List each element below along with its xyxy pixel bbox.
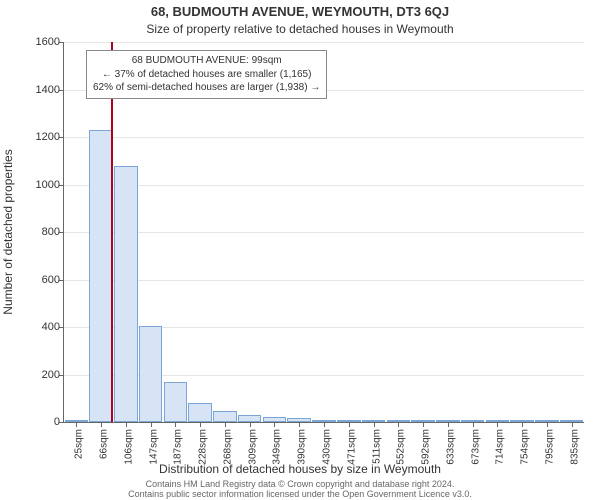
bar — [164, 382, 188, 422]
y-tick-label: 400 — [25, 321, 60, 333]
y-axis-label: Number of detached properties — [1, 149, 15, 314]
x-tick-mark — [76, 422, 77, 427]
x-tick-label: 511sqm — [371, 429, 382, 464]
y-tick-label: 1600 — [25, 36, 60, 48]
x-tick-mark — [151, 422, 152, 427]
x-tick-mark — [547, 422, 548, 427]
bar — [89, 130, 113, 422]
x-tick-mark — [572, 422, 573, 427]
x-tick-mark — [324, 422, 325, 427]
x-tick-label: 25sqm — [74, 429, 85, 459]
x-tick-label: 66sqm — [99, 429, 110, 459]
chart-subtitle: Size of property relative to detached ho… — [0, 22, 600, 36]
x-tick-mark — [473, 422, 474, 427]
x-tick-label: 268sqm — [222, 429, 233, 465]
x-tick-mark — [497, 422, 498, 427]
bar — [188, 403, 212, 422]
bars-group — [64, 42, 584, 422]
x-tick-label: 228sqm — [198, 429, 209, 465]
bar — [114, 166, 138, 423]
x-tick-mark — [448, 422, 449, 427]
chart-footer: Contains HM Land Registry data © Crown c… — [0, 480, 600, 500]
x-tick-label: 430sqm — [322, 429, 333, 465]
footer-line2: Contains public sector information licen… — [128, 489, 472, 499]
x-tick-mark — [126, 422, 127, 427]
reference-line — [111, 42, 113, 422]
x-tick-label: 795sqm — [544, 429, 555, 465]
x-tick-label: 714sqm — [495, 429, 506, 465]
chart-title: 68, BUDMOUTH AVENUE, WEYMOUTH, DT3 6QJ — [0, 4, 600, 19]
x-tick-mark — [398, 422, 399, 427]
x-tick-mark — [299, 422, 300, 427]
x-tick-mark — [374, 422, 375, 427]
x-tick-label: 592sqm — [421, 429, 432, 465]
annotation-line1: 68 BUDMOUTH AVENUE: 99sqm — [93, 54, 320, 68]
annotation-line3: 62% of semi-detached houses are larger (… — [93, 81, 320, 95]
x-tick-label: 754sqm — [520, 429, 531, 465]
x-tick-mark — [250, 422, 251, 427]
bar — [139, 326, 163, 422]
x-tick-mark — [522, 422, 523, 427]
x-tick-label: 835sqm — [569, 429, 580, 465]
bar — [213, 411, 237, 422]
y-tick-label: 1400 — [25, 84, 60, 96]
y-tick-label: 1200 — [25, 131, 60, 143]
x-tick-mark — [274, 422, 275, 427]
y-tick-label: 800 — [25, 226, 60, 238]
x-tick-mark — [175, 422, 176, 427]
x-tick-label: 552sqm — [396, 429, 407, 465]
x-tick-label: 673sqm — [470, 429, 481, 465]
x-tick-mark — [225, 422, 226, 427]
annotation-box: 68 BUDMOUTH AVENUE: 99sqm ← 37% of detac… — [86, 50, 327, 99]
bar — [238, 415, 262, 422]
x-axis-label: Distribution of detached houses by size … — [0, 462, 600, 476]
x-tick-mark — [349, 422, 350, 427]
x-tick-marks — [64, 422, 584, 427]
x-tick-label: 349sqm — [272, 429, 283, 465]
x-tick-label: 187sqm — [173, 429, 184, 465]
y-tick-label: 0 — [25, 416, 60, 428]
x-tick-mark — [423, 422, 424, 427]
y-tick-label: 1000 — [25, 179, 60, 191]
x-tick-label: 471sqm — [346, 429, 357, 465]
x-tick-label: 106sqm — [123, 429, 134, 465]
x-tick-label: 309sqm — [247, 429, 258, 465]
x-tick-label: 390sqm — [297, 429, 308, 465]
x-tick-mark — [101, 422, 102, 427]
y-tick-label: 600 — [25, 274, 60, 286]
footer-line1: Contains HM Land Registry data © Crown c… — [146, 479, 455, 489]
plot-area: 68 BUDMOUTH AVENUE: 99sqm ← 37% of detac… — [63, 42, 584, 423]
x-tick-label: 633sqm — [445, 429, 456, 465]
chart-container: { "title": "68, BUDMOUTH AVENUE, WEYMOUT… — [0, 0, 600, 500]
x-tick-mark — [200, 422, 201, 427]
y-tick-label: 200 — [25, 369, 60, 381]
annotation-line2: ← 37% of detached houses are smaller (1,… — [93, 68, 320, 82]
x-tick-label: 147sqm — [148, 429, 159, 465]
